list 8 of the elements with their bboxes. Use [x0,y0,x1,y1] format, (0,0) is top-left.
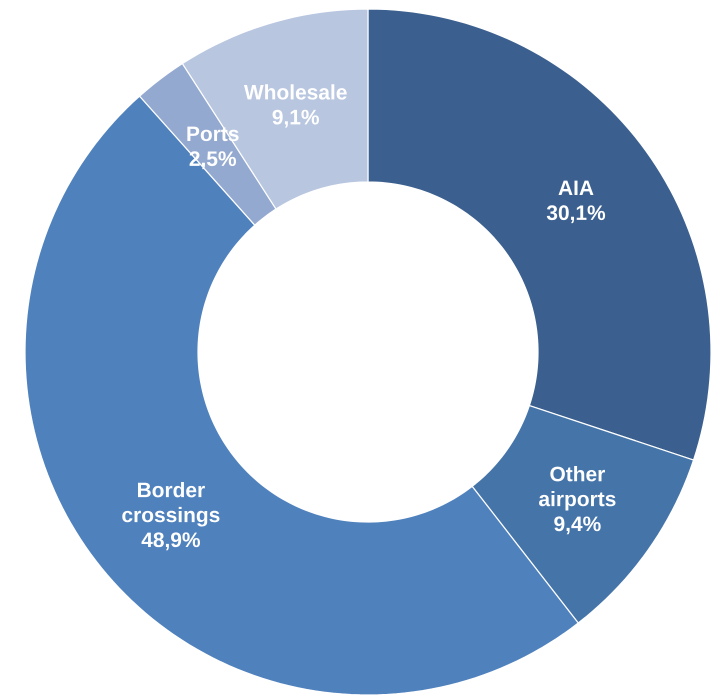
slice-label: AIA [558,180,594,196]
slice-label: Wholesale [244,84,347,100]
slice-label: Other airports [539,466,616,511]
data-label: 48,9% [142,532,200,550]
data-label: 30,1% [546,206,606,224]
data-label: 9,4% [554,516,601,534]
slice-label: Border crossings [122,482,220,527]
data-label: 9,1% [272,110,319,128]
